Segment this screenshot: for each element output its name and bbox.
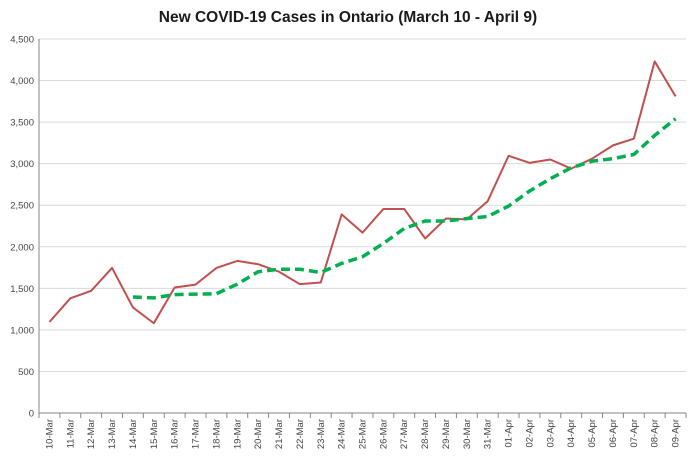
x-tick-label: 14-Mar <box>128 419 139 449</box>
x-tick-label: 13-Mar <box>107 419 118 449</box>
x-tick-label: 22-Mar <box>295 419 306 449</box>
y-tick-label: 2,500 <box>10 201 34 212</box>
y-tick-label: 2,000 <box>10 242 34 253</box>
y-tick-label: 4,500 <box>10 35 34 46</box>
x-tick-label: 26-Mar <box>378 419 389 449</box>
x-tick-label: 16-Mar <box>170 419 181 449</box>
y-tick-label: 3,500 <box>10 118 34 129</box>
x-tick-label: 19-Mar <box>232 419 243 449</box>
x-tick-label: 09-Apr <box>671 419 682 448</box>
x-tick-label: 12-Mar <box>86 419 97 449</box>
x-tick-label: 28-Mar <box>420 419 431 449</box>
x-tick-label: 05-Apr <box>587 419 598 448</box>
x-tick-label: 27-Mar <box>399 419 410 449</box>
x-tick-label: 06-Apr <box>608 419 619 448</box>
x-tick-label: 02-Apr <box>524 419 535 448</box>
y-tick-label: 1,500 <box>10 284 34 295</box>
y-tick-label: 1,000 <box>10 325 34 336</box>
x-tick-label: 01-Apr <box>504 419 515 448</box>
y-tick-label: 3,000 <box>10 159 34 170</box>
x-tick-label: 20-Mar <box>253 419 264 449</box>
y-tick-label: 500 <box>18 367 34 378</box>
x-tick-label: 15-Mar <box>149 419 160 449</box>
x-tick-label: 29-Mar <box>441 419 452 449</box>
series-line-2 <box>132 117 677 300</box>
y-tick-label: 4,000 <box>10 76 34 87</box>
x-tick-label: 03-Apr <box>545 419 556 448</box>
x-tick-label: 04-Apr <box>566 419 577 448</box>
x-tick-label: 08-Apr <box>650 419 661 448</box>
x-tick-label: 18-Mar <box>211 419 222 449</box>
x-tick-label: 11-Mar <box>65 419 76 448</box>
series-line-1 <box>48 60 677 325</box>
x-tick-label: 10-Mar <box>44 419 55 449</box>
x-tick-label: 31-Mar <box>483 419 494 449</box>
x-tick-label: 24-Mar <box>337 419 348 449</box>
x-tick-label: 30-Mar <box>462 419 473 449</box>
x-tick-label: 17-Mar <box>191 419 202 449</box>
x-tick-label: 07-Apr <box>629 419 640 448</box>
y-tick-label: 0 <box>29 409 34 420</box>
x-tick-label: 23-Mar <box>316 419 327 449</box>
chart-title: New COVID-19 Cases in Ontario (March 10 … <box>158 9 538 26</box>
x-tick-label: 21-Mar <box>274 419 285 449</box>
x-tick-label: 25-Mar <box>358 419 369 449</box>
